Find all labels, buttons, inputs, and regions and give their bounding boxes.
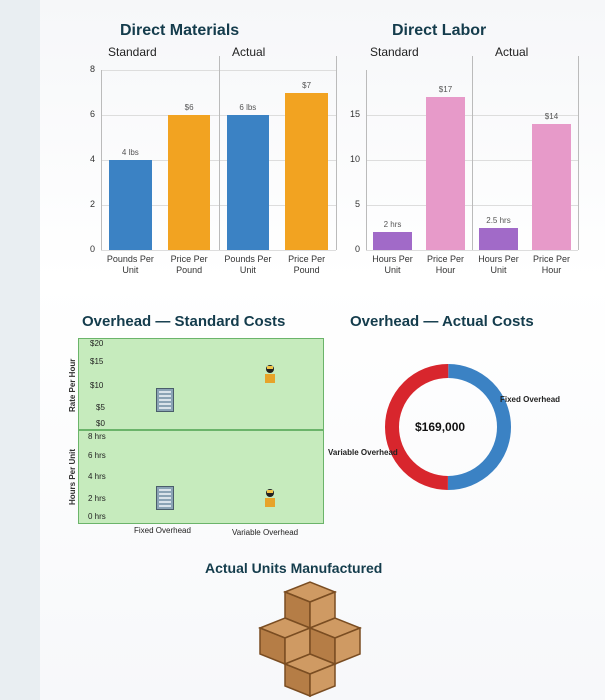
worker-icon	[265, 489, 275, 507]
bar-data-label: 6 lbs	[239, 103, 257, 112]
bar-3	[226, 115, 270, 250]
group-divider	[218, 56, 220, 250]
labor-plot: 15 10 5 0 2 hrs Hours Per Unit $17 Price Per Ho…	[332, 56, 582, 275]
bar-4	[285, 92, 328, 250]
y-tick-label: 6	[89, 109, 95, 119]
variable-overhead-label: Variable Overhead	[232, 528, 299, 537]
materials-standard-label: Standard	[108, 45, 157, 59]
bar-data-label: $6	[184, 103, 194, 112]
bar-data-label: 2 hrs	[383, 220, 402, 229]
bar-data-label: $17	[438, 85, 453, 94]
hours-tick: 4 hrs	[88, 472, 106, 481]
y-tick-label: 0	[89, 244, 95, 254]
y-tick-label: 15	[349, 109, 360, 119]
y-tick-label: 0	[354, 244, 360, 254]
building-icon	[156, 388, 174, 412]
overhead-actual-donut	[385, 364, 511, 490]
category-label: Hours Per Unit	[372, 254, 413, 275]
bar-data-label: 2.5 hrs	[486, 215, 511, 225]
dashboard-card: Direct Materials Standard Actual 8 6 4 2 0 4 …	[40, 0, 605, 700]
y-axis-line	[366, 70, 367, 250]
units-title: Actual Units Manufactured	[205, 560, 383, 576]
labor-title: Direct Labor	[392, 22, 487, 39]
hours-tick: 6 hrs	[88, 451, 106, 460]
overhead-actual-value: $169,000	[415, 420, 466, 434]
rate-tick: $15	[90, 357, 104, 366]
gridline	[366, 250, 578, 251]
bar-3	[479, 227, 518, 250]
bar-2	[167, 115, 211, 250]
hours-tick: 0 hrs	[88, 512, 106, 521]
donut-label-fixed: Fixed Overhead	[500, 395, 561, 404]
right-border	[578, 56, 579, 250]
building-icon	[156, 486, 174, 510]
category-label: Price Per Pound	[288, 254, 326, 275]
overhead-hours-panel	[78, 430, 324, 524]
materials-actual-label: Actual	[232, 45, 266, 59]
donut-slice-2	[385, 364, 511, 490]
labor-actual-label: Actual	[495, 45, 529, 59]
bar-1	[109, 160, 152, 250]
hours-tick: 2 hrs	[88, 494, 106, 503]
y-tick-label: 4	[89, 154, 95, 164]
bar-1	[373, 232, 412, 250]
bar-4	[532, 124, 571, 250]
category-label: Price Per Hour	[426, 254, 464, 275]
rate-tick: $10	[90, 381, 104, 390]
bar-data-label: $14	[544, 112, 559, 121]
rate-tick: $20	[90, 339, 104, 348]
bar-data-label: $7	[302, 80, 312, 90]
donut-label-variable: Variable Overhead	[328, 448, 398, 457]
y-axis-line	[101, 70, 102, 250]
boxes-icon	[257, 581, 363, 698]
hours-axis-title: Hours Per Unit	[68, 448, 77, 505]
right-border	[336, 56, 337, 250]
overhead-standard-title: Overhead — Standard Costs	[82, 313, 286, 330]
donut-slice-1	[385, 364, 511, 490]
y-tick-label: 8	[89, 64, 95, 74]
overhead-actual-title: Overhead — Actual Costs	[350, 313, 534, 330]
y-tick-label: 10	[349, 154, 360, 164]
rate-axis-title: Rate Per Hour	[68, 358, 77, 412]
rate-tick: $0	[96, 419, 105, 428]
y-tick-label: 5	[354, 199, 360, 209]
gridline	[101, 250, 336, 251]
group-divider	[472, 56, 473, 250]
category-label: Pounds Per Unit	[224, 254, 272, 275]
overhead-rate-panel	[78, 338, 324, 430]
materials-title: Direct Materials	[120, 22, 240, 39]
fixed-overhead-label: Fixed Overhead	[134, 526, 191, 535]
category-label: Price Per Pound	[170, 254, 208, 275]
y-tick-label: 2	[89, 199, 95, 209]
rate-tick: $5	[96, 403, 105, 412]
category-label: Pounds Per Unit	[106, 254, 154, 275]
category-label: Price Per Hour	[532, 254, 570, 275]
category-label: Hours Per Unit	[478, 254, 519, 275]
labor-standard-label: Standard	[370, 45, 419, 59]
bar-data-label: 4 lbs	[121, 148, 139, 157]
materials-plot: 8 6 4 2 0 4 lbs Pounds Per Unit $6 Price Per Pou…	[75, 56, 340, 275]
bar-2	[426, 97, 465, 250]
hours-tick: 8 hrs	[88, 432, 106, 441]
worker-icon	[265, 365, 275, 383]
